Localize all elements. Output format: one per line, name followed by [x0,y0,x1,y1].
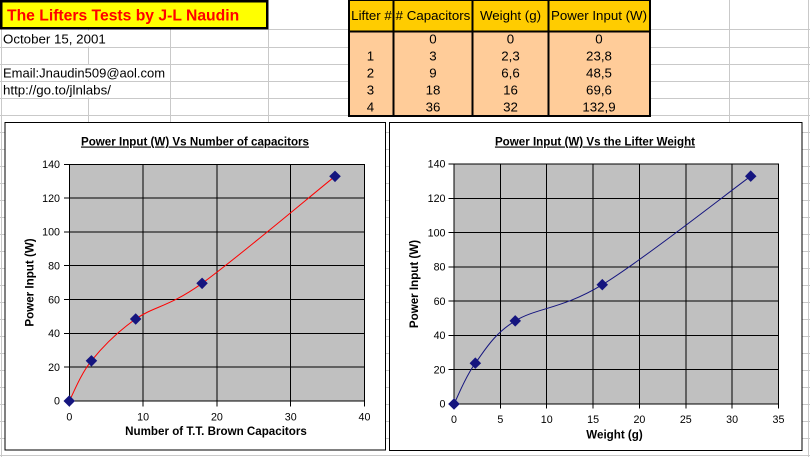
svg-text:10: 10 [137,412,149,424]
svg-text:132,9: 132,9 [582,100,615,115]
svg-text:60: 60 [48,294,60,306]
svg-text:120: 120 [428,193,446,205]
svg-text:# Capacitors: # Capacitors [396,8,471,23]
svg-text:Weight (g): Weight (g) [586,429,643,442]
svg-text:0: 0 [440,399,446,411]
svg-text:69,6: 69,6 [586,83,612,98]
svg-text:0: 0 [54,396,60,408]
svg-text:30: 30 [285,412,297,424]
svg-text:2,3: 2,3 [501,49,520,64]
svg-text:0: 0 [451,414,457,426]
svg-text:140: 140 [42,159,60,171]
svg-text:20: 20 [434,364,446,376]
svg-text:120: 120 [42,193,60,205]
svg-text:0: 0 [66,412,72,424]
svg-text:20: 20 [633,414,645,426]
svg-text:3: 3 [429,49,436,64]
svg-text:40: 40 [434,330,446,342]
svg-text:48,5: 48,5 [586,66,612,81]
svg-text:20: 20 [211,412,223,424]
svg-text:20: 20 [48,362,60,374]
svg-text:3: 3 [367,83,374,98]
svg-text:100: 100 [428,227,446,239]
svg-text:18: 18 [426,83,441,98]
svg-text:2: 2 [367,66,374,81]
svg-text:40: 40 [359,412,371,424]
svg-text:Number of T.T. Brown Capacitor: Number of T.T. Brown Capacitors [125,425,307,438]
svg-text:15: 15 [587,414,599,426]
svg-text:The Lifters Tests by J-L Naudi: The Lifters Tests by J-L Naudin [7,8,239,25]
svg-text:10: 10 [541,414,553,426]
svg-text:35: 35 [773,414,785,426]
svg-text:4: 4 [367,100,374,115]
svg-text:Weight (g): Weight (g) [480,8,541,23]
svg-text:30: 30 [726,414,738,426]
svg-text:5: 5 [497,414,503,426]
svg-text:Lifter #: Lifter # [351,8,392,23]
svg-text:60: 60 [434,296,446,308]
svg-text:Power Input (W): Power Input (W) [408,240,421,328]
svg-text:October 15, 2001: October 15, 2001 [3,32,106,47]
svg-text:Power Input (W) Vs the Lifter: Power Input (W) Vs the Lifter Weight [495,136,695,149]
svg-text:1: 1 [367,49,374,64]
svg-text:9: 9 [429,66,436,81]
svg-text:80: 80 [434,262,446,274]
svg-text:40: 40 [48,328,60,340]
svg-text:6,6: 6,6 [501,66,520,81]
svg-text:16: 16 [503,83,518,98]
svg-text:Power Input (W) Vs Number of c: Power Input (W) Vs Number of capacitors [81,136,309,149]
svg-text:36: 36 [426,100,441,115]
svg-text:0: 0 [507,32,514,47]
svg-text:0: 0 [429,32,436,47]
svg-text:Email:Jnaudin509@aol.com: Email:Jnaudin509@aol.com [3,66,165,81]
svg-text:140: 140 [428,159,446,171]
svg-text:Power Input (W): Power Input (W) [24,238,37,326]
svg-text:80: 80 [48,260,60,272]
svg-text:25: 25 [680,414,692,426]
svg-text:23,8: 23,8 [586,49,612,64]
svg-text:32: 32 [503,100,518,115]
svg-text:http://go.to/jlnlabs/: http://go.to/jlnlabs/ [3,83,111,98]
svg-text:0: 0 [595,32,602,47]
svg-text:100: 100 [42,227,60,239]
svg-text:Power Input (W): Power Input (W) [551,8,647,23]
